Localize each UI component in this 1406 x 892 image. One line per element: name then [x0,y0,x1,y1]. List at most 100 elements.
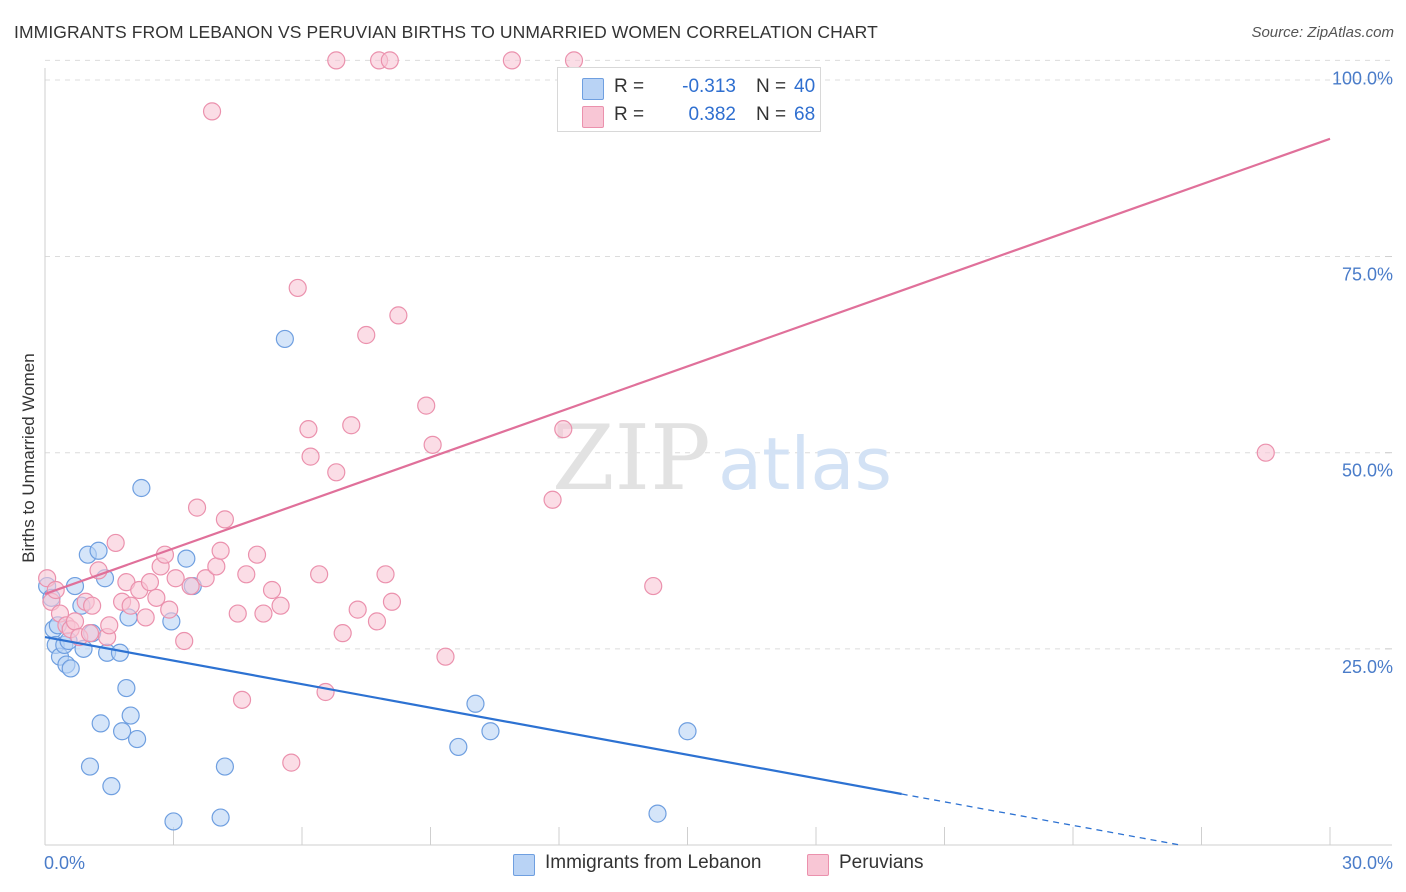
watermark: ZIP atlas [552,406,892,511]
peruvians-point [376,565,395,584]
peruvians-point [502,51,521,70]
peruvians-point [382,592,402,611]
peruvians-point [282,753,301,772]
peruvians-point [202,102,222,121]
watermark-zip: ZIP [552,406,711,511]
peruvians-point [367,612,387,631]
legend-n-value: 68 [794,104,816,125]
y-tick-label: 100.0% [1332,68,1393,88]
peruvians-point [327,51,346,70]
legend-r-value: 0.382 [688,104,736,125]
lebanon-point [481,722,500,741]
peruvians-point [215,510,234,529]
peruvians-point [207,557,226,576]
lebanon-point [121,706,140,725]
legend-n-label: N = [756,104,787,125]
peruvians-point [327,463,346,482]
lebanon-point [61,659,80,678]
peruvians-point [310,565,329,584]
lebanon-point [678,722,697,741]
peruvians-point [232,690,252,709]
data-points [38,51,1275,831]
lebanon-point [112,722,132,741]
peruvians-point [228,604,247,623]
bottom-legend-swatch-pink [807,854,829,876]
lebanon-point [91,714,110,733]
peruvians-point [262,580,282,600]
tick-labels: 25.0% 50.0% 75.0% 100.0% 0.0% 30.0% [44,68,1393,873]
peruvians-point [136,608,155,627]
y-tick-label: 25.0% [1342,657,1393,677]
bottom-legend-swatch-blue [513,854,535,876]
peruvians-point [254,604,273,623]
lebanon-trend-line [44,635,902,796]
peruvians-point [160,600,179,619]
lebanon-point [132,478,151,498]
x-tick-label: 0.0% [44,853,85,873]
peruvians-point [423,435,442,454]
x-tick-label: 30.0% [1342,853,1393,873]
lebanon-point [102,777,121,796]
peruvians-point [211,541,230,560]
source-label: Source: ZipAtlas.com [1251,24,1394,41]
peruvians-point [166,569,185,588]
peruvians-point [65,612,85,631]
peruvians-point [147,588,166,607]
correlation-legend: R = -0.313 N = 40 R = 0.382 N = 68 [557,67,821,132]
axes [44,68,1392,846]
bottom-legend-label: Peruvians [839,852,924,873]
y-tick-label: 75.0% [1342,265,1393,285]
y-axis-label: Births to Unmarried Women [19,353,38,562]
legend-swatch-blue [582,78,604,100]
lebanon-point [648,804,667,823]
lebanon-point [275,329,294,349]
peruvians-point [288,278,307,298]
peruvians-point [357,325,376,345]
peruvians-point [237,565,256,584]
legend-swatch-pink [582,106,604,128]
lebanon-point [80,757,100,776]
lebanon-point [177,549,196,568]
lebanon-point [211,808,230,827]
y-tick-label: 50.0% [1342,461,1393,481]
peruvians-point [83,596,102,615]
peruvians-point [196,569,215,588]
chart-title: IMMIGRANTS FROM LEBANON VS PERUVIAN BIRT… [14,22,878,42]
lebanon-point [164,812,183,831]
peruvians-point [1256,443,1275,462]
lebanon-point [466,694,485,713]
peruvians-point [299,420,318,439]
bottom-legend-label: Immigrants from Lebanon [545,852,762,873]
lebanon-point [89,541,108,560]
peruvians-point [89,561,108,580]
watermark-atlas: atlas [718,422,892,506]
legend-n-label: N = [756,76,787,97]
lebanon-point [449,737,468,757]
peruvians-point [644,576,663,596]
peruvians-point [554,420,573,439]
peruvians-point [348,600,367,619]
peruvians-point [342,416,361,435]
peruvians-point [106,533,125,553]
peruvians-point [436,647,455,666]
lebanon-point [215,757,234,776]
legend-n-value: 40 [794,76,816,97]
peruvians-point [175,631,194,651]
peruvians-point [80,624,100,643]
peruvians-point [121,596,140,615]
peruvians-point [187,498,207,517]
peruvians-point [333,624,352,643]
peruvians-trend-line [44,137,1331,595]
peruvians-point [271,596,290,615]
peruvians-point [247,545,267,564]
peruvians-point [543,490,562,509]
peruvians-point [389,306,408,325]
legend-r-label: R = [614,104,645,125]
peruvians-point [417,396,436,415]
legend-r-value: -0.313 [682,76,736,97]
lebanon-point [127,729,147,749]
lebanon-point [117,678,136,698]
peruvians-point [301,447,320,466]
peruvians-point [380,51,399,70]
